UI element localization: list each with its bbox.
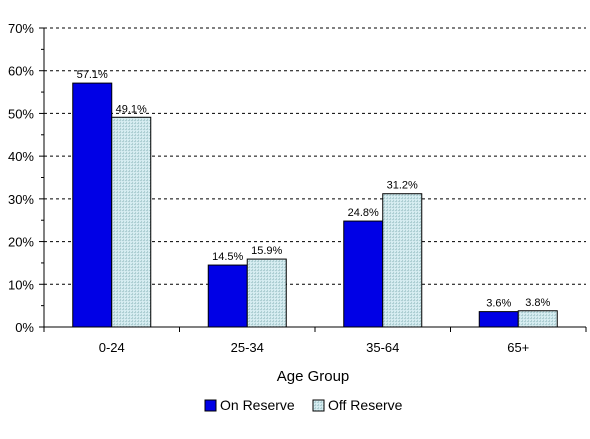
legend: On Reserve Off Reserve — [204, 397, 403, 413]
bar — [111, 116, 152, 328]
bar — [343, 220, 384, 328]
x-tick-label: 35-64 — [366, 340, 399, 355]
data-label: 24.8% — [348, 207, 379, 219]
legend-swatch — [204, 399, 217, 412]
x-tick-label: 25-34 — [231, 340, 264, 355]
x-axis-title: Age Group — [277, 368, 350, 385]
y-tick-label: 10% — [8, 277, 34, 292]
y-tick-label: 20% — [8, 235, 34, 250]
data-label: 49.1% — [116, 103, 147, 115]
y-tick-label: 40% — [8, 149, 34, 164]
y-axis: 0% 10% 20% 30% 40% 50% 60% 70% — [8, 21, 45, 335]
bar — [478, 311, 519, 328]
x-tick-label: 0-24 — [99, 340, 125, 355]
legend-label: Off Reserve — [328, 397, 403, 413]
y-tick-label: 60% — [8, 64, 34, 79]
y-tick-label: 70% — [8, 21, 34, 36]
y-tick-label: 0% — [15, 320, 34, 335]
data-label: 3.6% — [486, 298, 511, 310]
data-label: 57.1% — [77, 69, 108, 81]
bar — [517, 310, 558, 328]
bar — [72, 82, 113, 328]
data-label: 14.5% — [212, 251, 243, 263]
x-axis: 0-24 25-34 35-64 65+ — [43, 326, 587, 355]
bars — [72, 82, 558, 328]
legend-swatch — [312, 399, 325, 412]
bar — [207, 264, 248, 328]
data-label: 3.8% — [525, 297, 550, 309]
legend-label: On Reserve — [220, 397, 295, 413]
x-tick-label: 65+ — [507, 340, 529, 355]
y-tick-label: 30% — [8, 192, 34, 207]
data-labels: 57.1% 49.1% 14.5% 15.9% 24.8% 31.2% 3.6% 3.8% — [77, 69, 551, 310]
bar — [246, 258, 287, 328]
bar — [382, 193, 423, 328]
y-tick-label: 50% — [8, 106, 34, 121]
data-label: 15.9% — [251, 245, 282, 257]
data-label: 31.2% — [387, 180, 418, 192]
